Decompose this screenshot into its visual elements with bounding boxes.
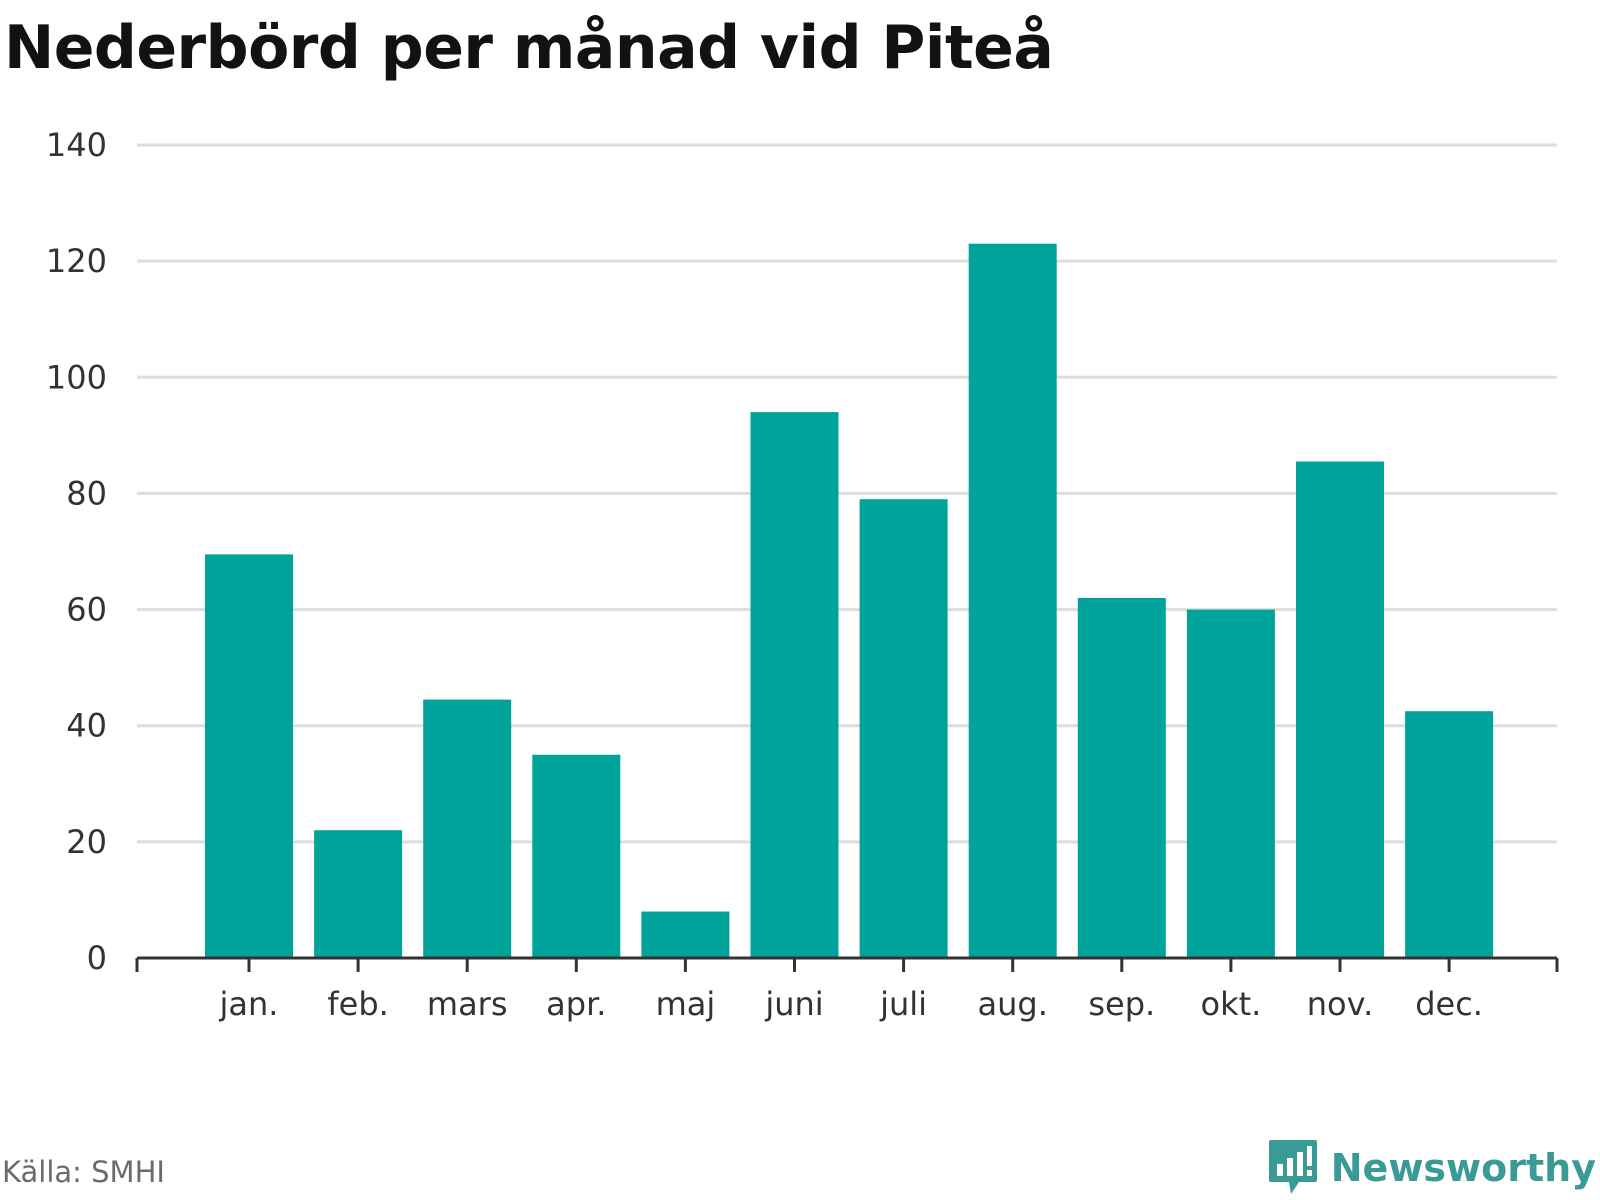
bar-mars [423,699,512,958]
bars [205,243,1494,959]
bar-apr [532,754,621,958]
source-note: Källa: SMHI [2,1155,165,1189]
x-tick-label: okt. [1200,985,1261,1023]
bar-aug [968,243,1057,958]
x-tick-label: juni [764,985,823,1023]
chart-title: Nederbörd per månad vid Piteå [4,13,1054,83]
y-tick-label: 100 [46,358,107,396]
bar-dec [1405,711,1494,958]
bar-juli [859,499,948,958]
bar-sep [1077,597,1166,958]
y-tick-label: 120 [46,242,107,280]
x-tick-label: mars [427,985,508,1023]
x-tick-label: feb. [327,985,388,1023]
x-tick-label: juli [879,985,927,1023]
y-tick-label: 0 [87,939,107,977]
bar-okt [1186,609,1275,958]
x-tick-label: dec. [1415,985,1483,1023]
bar-jan [205,554,293,958]
newsworthy-logo-icon [1268,1140,1317,1194]
x-tick-label: nov. [1307,985,1373,1023]
brand-logo: Newsworthy [1267,1138,1596,1198]
x-tick-label: maj [656,985,716,1023]
bar-juni [750,412,839,959]
x-tick-label: aug. [978,985,1048,1023]
y-tick-label: 140 [46,126,107,164]
y-tick-label: 60 [66,591,107,629]
y-axis-ticks: 0 20 40 60 80 100 120 140 [46,126,107,977]
x-tick-label: sep. [1088,985,1155,1023]
x-tick-label: jan. [219,985,279,1023]
y-tick-label: 20 [66,823,107,861]
bar-chart: 0 20 40 60 80 100 120 140 jan. feb. mars apr. maj ju… [46,126,1559,1023]
x-tick-label: apr. [546,985,606,1023]
y-tick-label: 80 [66,474,107,512]
x-axis [135,956,1559,972]
bar-maj [641,911,730,958]
y-tick-label: 40 [66,707,107,745]
brand-name: Newsworthy [1330,1146,1596,1190]
x-axis-ticks: jan. feb. mars apr. maj juni juli aug. sep. okt. n… [219,985,1483,1023]
bar-nov [1296,461,1384,958]
bar-feb [314,830,403,958]
